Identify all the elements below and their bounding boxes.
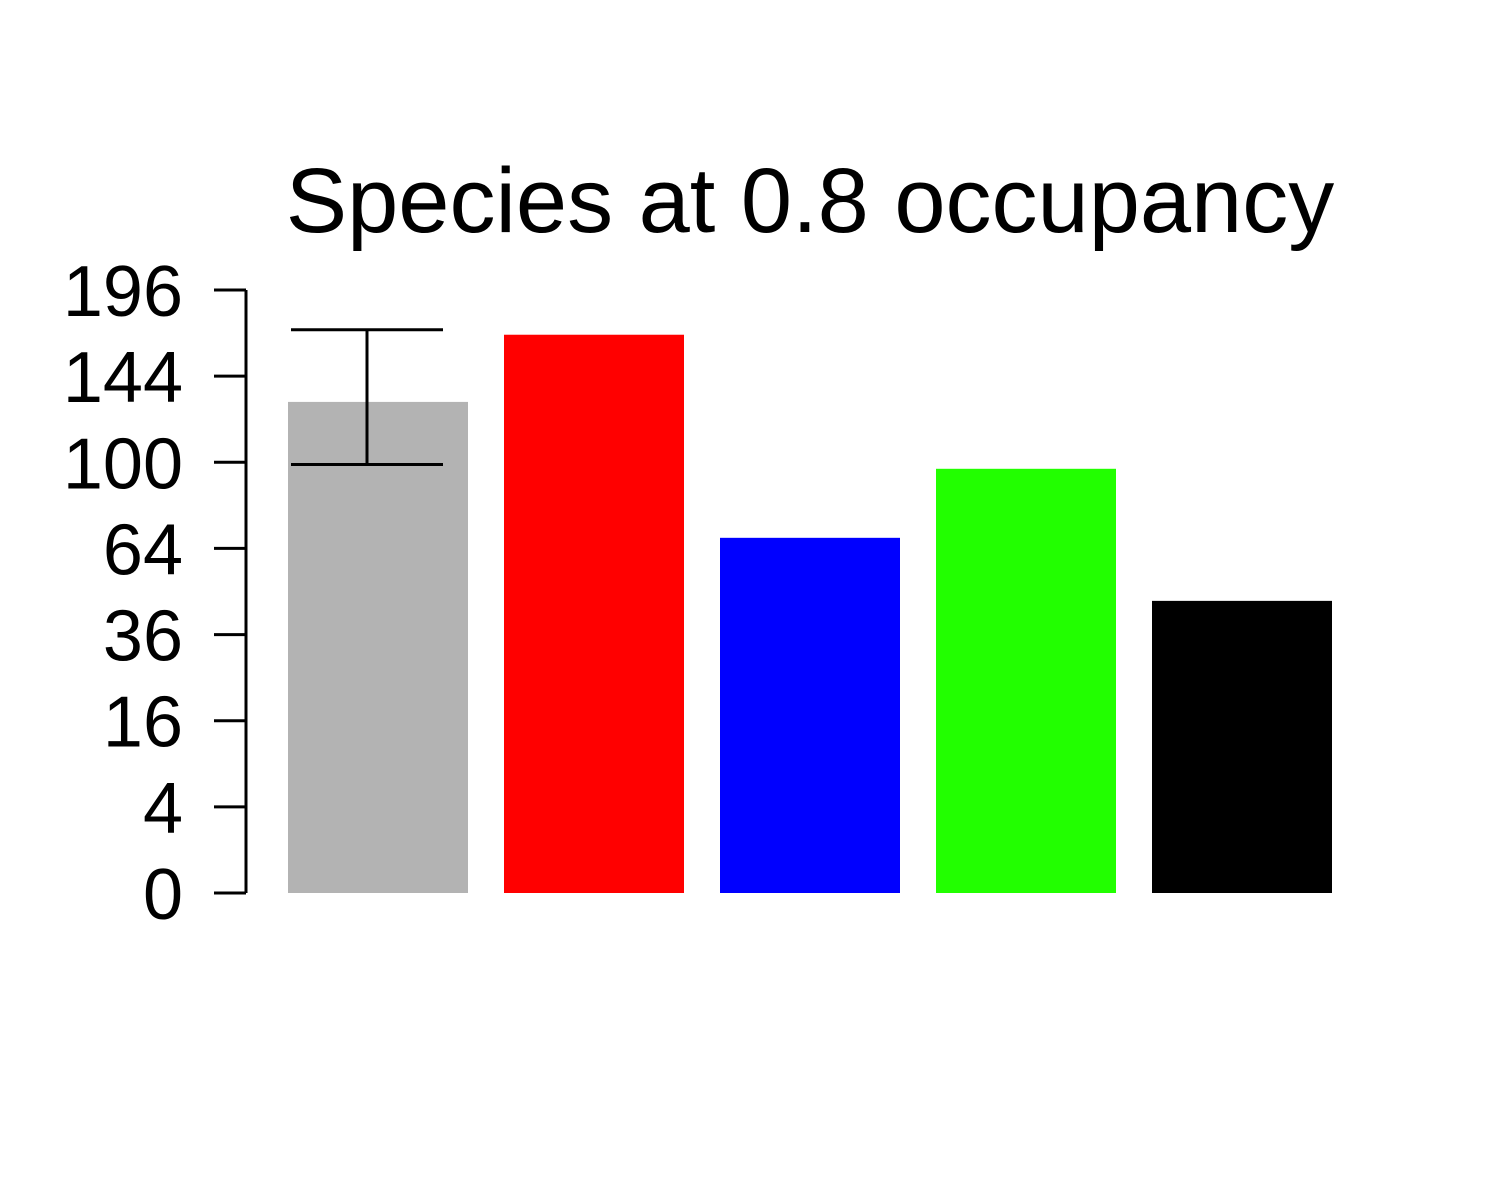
bar-5 [1152, 600, 1332, 893]
y-tick-label: 4 [143, 769, 183, 849]
y-tick-label: 64 [103, 510, 183, 590]
y-tick-label: 196 [63, 252, 183, 332]
bar-3 [720, 537, 900, 893]
y-tick-label: 36 [103, 597, 183, 677]
chart-title: Species at 0.8 occupancy [286, 150, 1334, 252]
y-tick-label: 0 [143, 855, 183, 935]
bar-2 [504, 334, 684, 893]
bar-4 [936, 468, 1116, 893]
error-bars [291, 328, 443, 466]
bars [288, 334, 1332, 893]
y-tick-label: 100 [63, 424, 183, 504]
y-tick-label: 144 [63, 338, 183, 418]
bar-1 [288, 401, 468, 893]
y-tick-label: 16 [103, 683, 183, 763]
